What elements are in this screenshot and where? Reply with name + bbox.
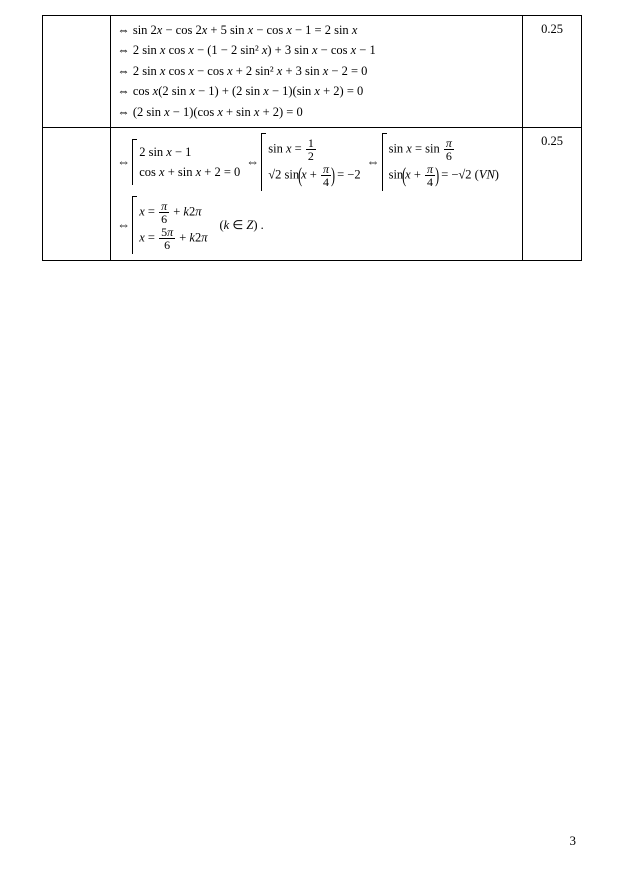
math-line: ⇔ cos x(2 sin x − 1) + (2 sin x − 1)(sin… (117, 82, 516, 101)
math-line: ⇔ 2 sin x cos x − cos x + 2 sin² x + 3 s… (117, 62, 516, 81)
problem-number-cell (43, 127, 111, 260)
score-cell-1: 0.25 (523, 16, 582, 128)
equiv-step-1: ⇔ 2 sin x − 1cos x + sin x + 2 = 0 ⇔ sin… (117, 134, 516, 191)
math-line: ⇔ sin 2x − cos 2x + 5 sin x − cos x − 1 … (117, 21, 516, 40)
page-number: 3 (570, 833, 577, 849)
score-cell-2: 0.25 (523, 127, 582, 260)
problem-number-cell (43, 16, 111, 128)
math-line: ⇔ (2 sin x − 1)(cos x + sin x + 2) = 0 (117, 103, 516, 122)
table-row: ⇔ 2 sin x − 1cos x + sin x + 2 = 0 ⇔ sin… (43, 127, 582, 260)
equiv-step-2: ⇔ x = π6 + k2πx = 5π6 + k2π (k ∈ Z) . (117, 197, 516, 254)
table-row: ⇔ sin 2x − cos 2x + 5 sin x − cos x − 1 … (43, 16, 582, 128)
work-cell-1: ⇔ sin 2x − cos 2x + 5 sin x − cos x − 1 … (111, 16, 523, 128)
work-cell-2: ⇔ 2 sin x − 1cos x + sin x + 2 = 0 ⇔ sin… (111, 127, 523, 260)
math-line: ⇔ 2 sin x cos x − (1 − 2 sin² x) + 3 sin… (117, 41, 516, 60)
page: ⇔ sin 2x − cos 2x + 5 sin x − cos x − 1 … (0, 0, 624, 261)
solution-table: ⇔ sin 2x − cos 2x + 5 sin x − cos x − 1 … (42, 15, 582, 261)
